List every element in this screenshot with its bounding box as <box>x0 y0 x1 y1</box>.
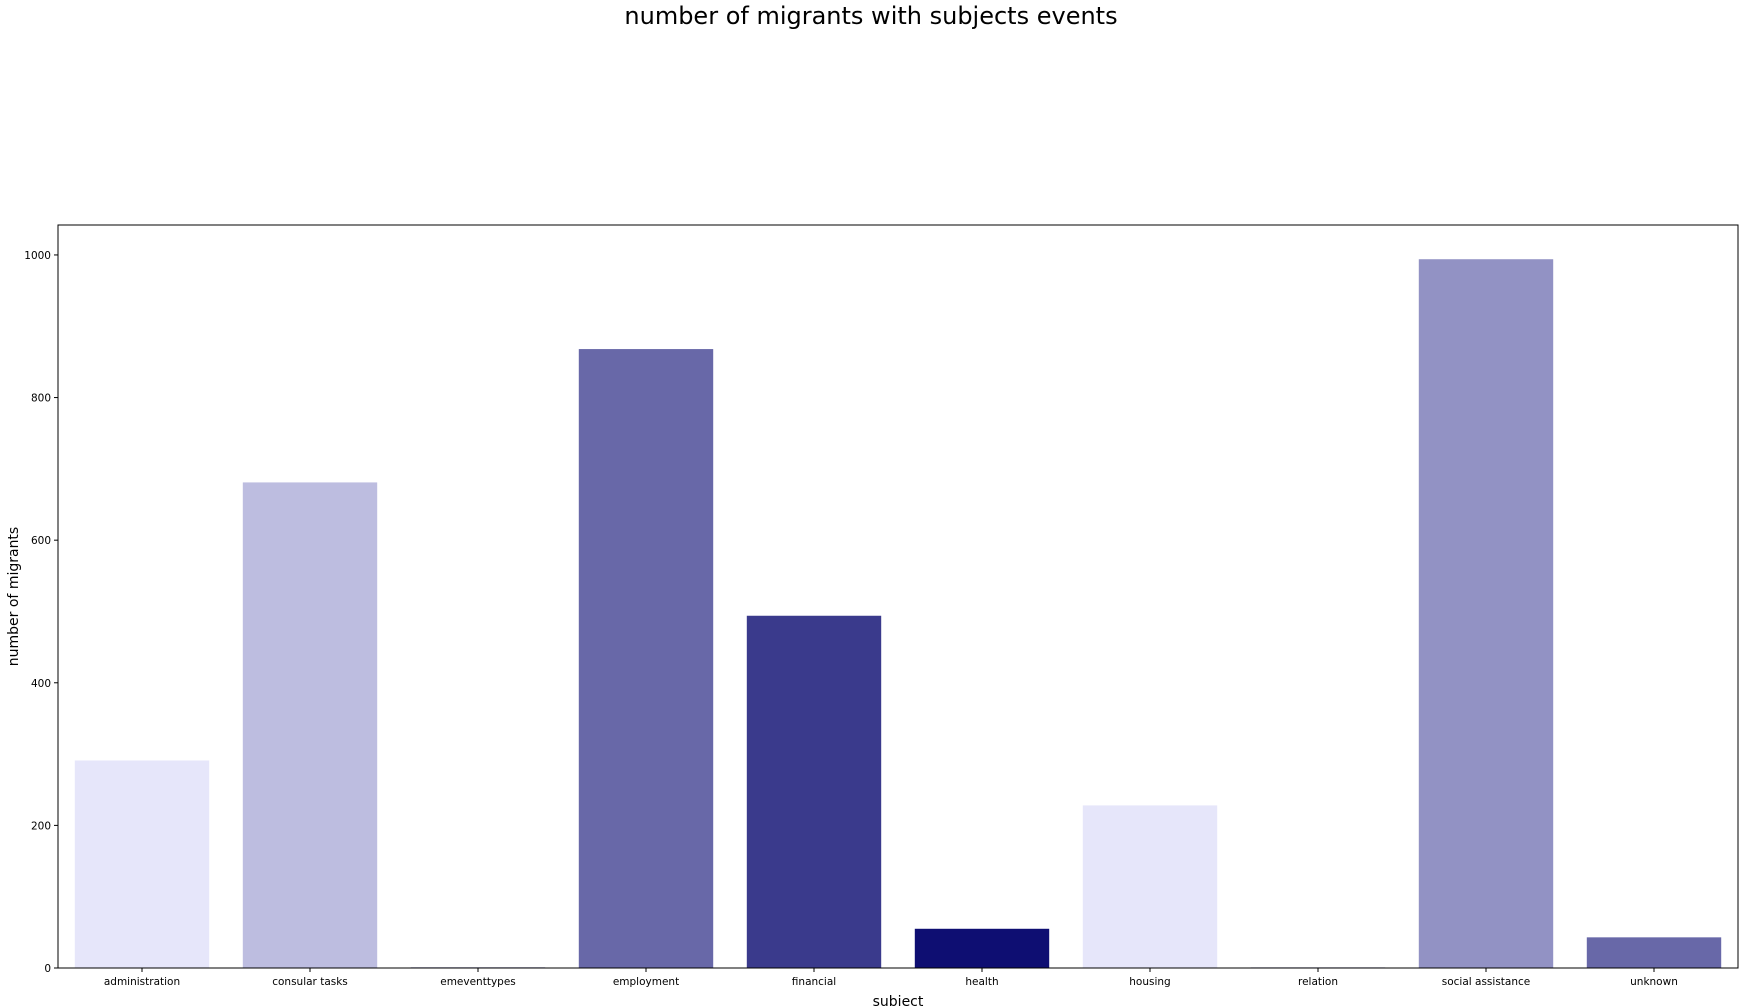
x-tick-label: administration <box>104 976 180 988</box>
y-tick-label: 200 <box>31 820 51 832</box>
bar-housing <box>1082 805 1218 968</box>
x-tick-label: unknown <box>1630 976 1678 988</box>
x-tick-label: emeventtypes <box>440 976 516 988</box>
bar-unknown <box>1586 937 1722 968</box>
y-tick-label: 400 <box>31 678 51 690</box>
y-tick-label: 600 <box>31 535 51 547</box>
x-tick-label: consular tasks <box>272 976 348 988</box>
x-axis-label: subject <box>873 994 924 1006</box>
x-tick-label: housing <box>1129 976 1170 988</box>
x-tick-label: social assistance <box>1442 976 1530 988</box>
bar-social-assistance <box>1418 259 1554 968</box>
chart-title: number of migrants with subjects events <box>624 2 1118 30</box>
x-tick-label: financial <box>792 976 836 988</box>
plot-frame <box>57 224 1739 969</box>
x-tick-label: employment <box>613 976 679 988</box>
y-tick-label: 1000 <box>24 250 51 262</box>
y-tick-label: 800 <box>31 393 51 405</box>
bars-group <box>74 259 1722 969</box>
bar-employment <box>578 349 714 968</box>
y-axis: 0 200 400 600 800 1000 <box>24 250 58 975</box>
x-tick-label: health <box>965 976 998 988</box>
bar-health <box>914 928 1050 968</box>
y-tick-label: 0 <box>44 963 51 975</box>
x-axis: administration consular tasks emeventtypes… <box>104 968 1678 988</box>
bar-financial <box>746 615 882 968</box>
y-axis-label: number of migrants <box>6 527 22 666</box>
x-tick-label: relation <box>1298 976 1338 988</box>
bar-consular-tasks <box>242 482 378 968</box>
bar-administration <box>74 760 210 968</box>
